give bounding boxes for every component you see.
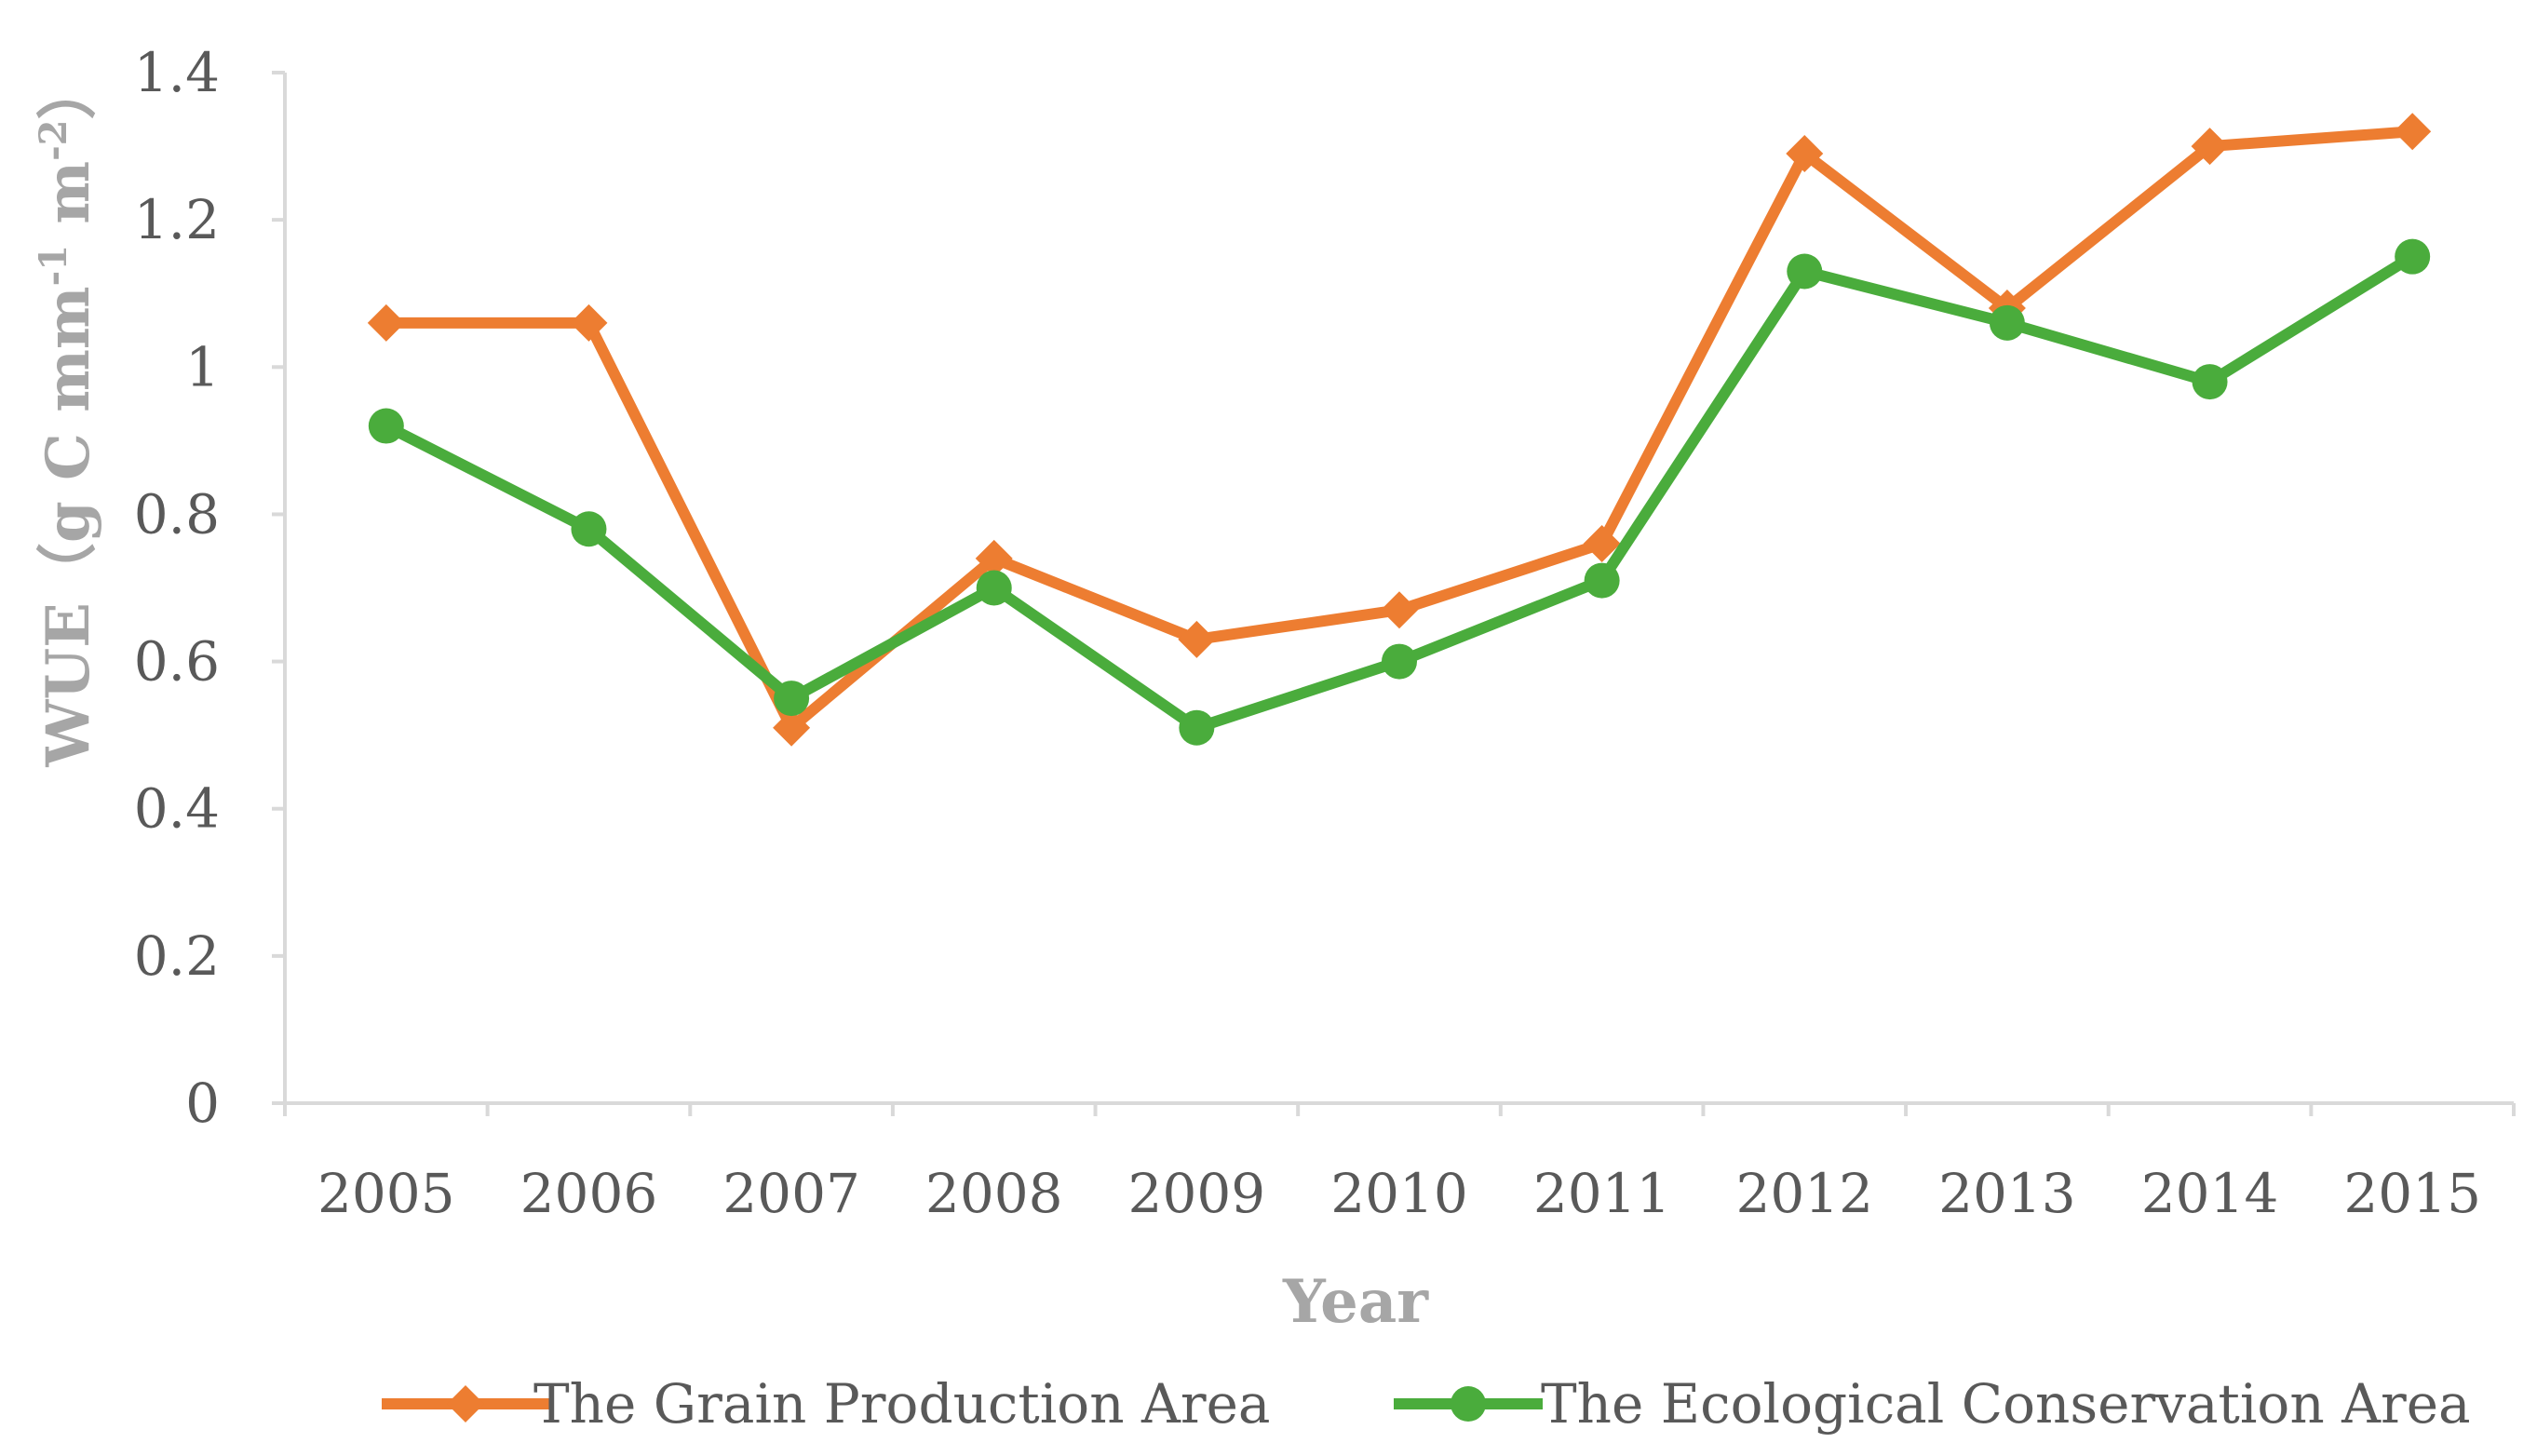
- data-point-marker: [773, 708, 811, 747]
- data-point-marker: [1786, 134, 1824, 172]
- data-point-marker: [2395, 238, 2431, 275]
- x-axis-title: Year: [1282, 1267, 1429, 1337]
- data-point-marker: [1787, 253, 1823, 290]
- series-layer: [367, 113, 2432, 747]
- legend-item: The Ecological Conservation Area: [1394, 1372, 2471, 1436]
- legend-item: The Grain Production Area: [382, 1372, 1271, 1436]
- data-point-marker: [774, 681, 810, 717]
- data-point-marker: [976, 570, 1012, 606]
- y-axis-title-sup1: -1: [32, 245, 75, 286]
- y-axis-title: WUE（g C mm-1 m-2）: [32, 60, 103, 767]
- data-point-marker: [1584, 562, 1620, 599]
- legend-label: The Ecological Conservation Area: [1541, 1372, 2471, 1436]
- x-tick-label: 2007: [722, 1162, 860, 1225]
- y-tick-label: 0.4: [134, 777, 220, 841]
- data-point-marker: [1381, 591, 1418, 629]
- legend-marker: [1451, 1386, 1486, 1422]
- x-tick-label: 2008: [925, 1162, 1063, 1225]
- data-point-marker: [368, 408, 404, 444]
- x-tick-label: 2009: [1128, 1162, 1266, 1225]
- y-axis-title-prefix: WUE（g C mm: [34, 286, 103, 767]
- y-axis-title-suffix: ）: [34, 60, 103, 119]
- data-point-marker: [1178, 620, 1216, 658]
- data-point-marker: [571, 511, 607, 547]
- y-tick-label: 1.2: [134, 188, 220, 251]
- legend-marker: [447, 1385, 484, 1422]
- x-tick-label: 2013: [1938, 1162, 2076, 1225]
- series-line: [385, 126, 2413, 734]
- y-tick-label: 0.2: [134, 924, 220, 988]
- y-tick-label: 0.8: [134, 482, 220, 546]
- data-point-marker: [2394, 113, 2432, 151]
- x-tick-label: 2014: [2141, 1162, 2279, 1225]
- data-point-marker: [367, 303, 405, 342]
- y-tick-label: 1: [185, 335, 220, 398]
- legend-label: The Grain Production Area: [533, 1372, 1271, 1436]
- x-tick-label: 2006: [520, 1162, 658, 1225]
- y-axis-title-sup2: -2: [32, 119, 75, 160]
- x-tick-label: 2015: [2343, 1162, 2481, 1225]
- axes: 0 0.2 0.4 0.6 0.8 1 1.2 1.4 2005 2006 2007 2008 2009…: [134, 41, 2516, 1225]
- x-tick-label: 2005: [317, 1162, 455, 1225]
- y-tick-label: 0: [185, 1072, 220, 1135]
- data-point-marker: [2192, 364, 2228, 400]
- x-tick-label: 2012: [1735, 1162, 1873, 1225]
- labels-layer: Year WUE（g C mm-1 m-2）: [32, 60, 1429, 1337]
- y-tick-label: 1.4: [134, 41, 220, 104]
- data-point-marker: [1179, 709, 1215, 746]
- x-tick-label: 2010: [1330, 1162, 1468, 1225]
- data-point-marker: [570, 303, 608, 342]
- data-point-marker: [1382, 643, 1417, 680]
- y-tick-label: 0.6: [134, 630, 220, 694]
- y-axis-title-middle: m: [34, 161, 103, 245]
- data-point-marker: [1583, 525, 1621, 563]
- data-point-marker: [2191, 128, 2229, 166]
- x-tick-label: 2011: [1533, 1162, 1671, 1225]
- legend: The Grain Production Area The Ecological …: [382, 1372, 2471, 1436]
- data-point-marker: [1989, 304, 2025, 341]
- data-point-marker: [975, 539, 1013, 577]
- series-ecological-conservation: [368, 238, 2431, 746]
